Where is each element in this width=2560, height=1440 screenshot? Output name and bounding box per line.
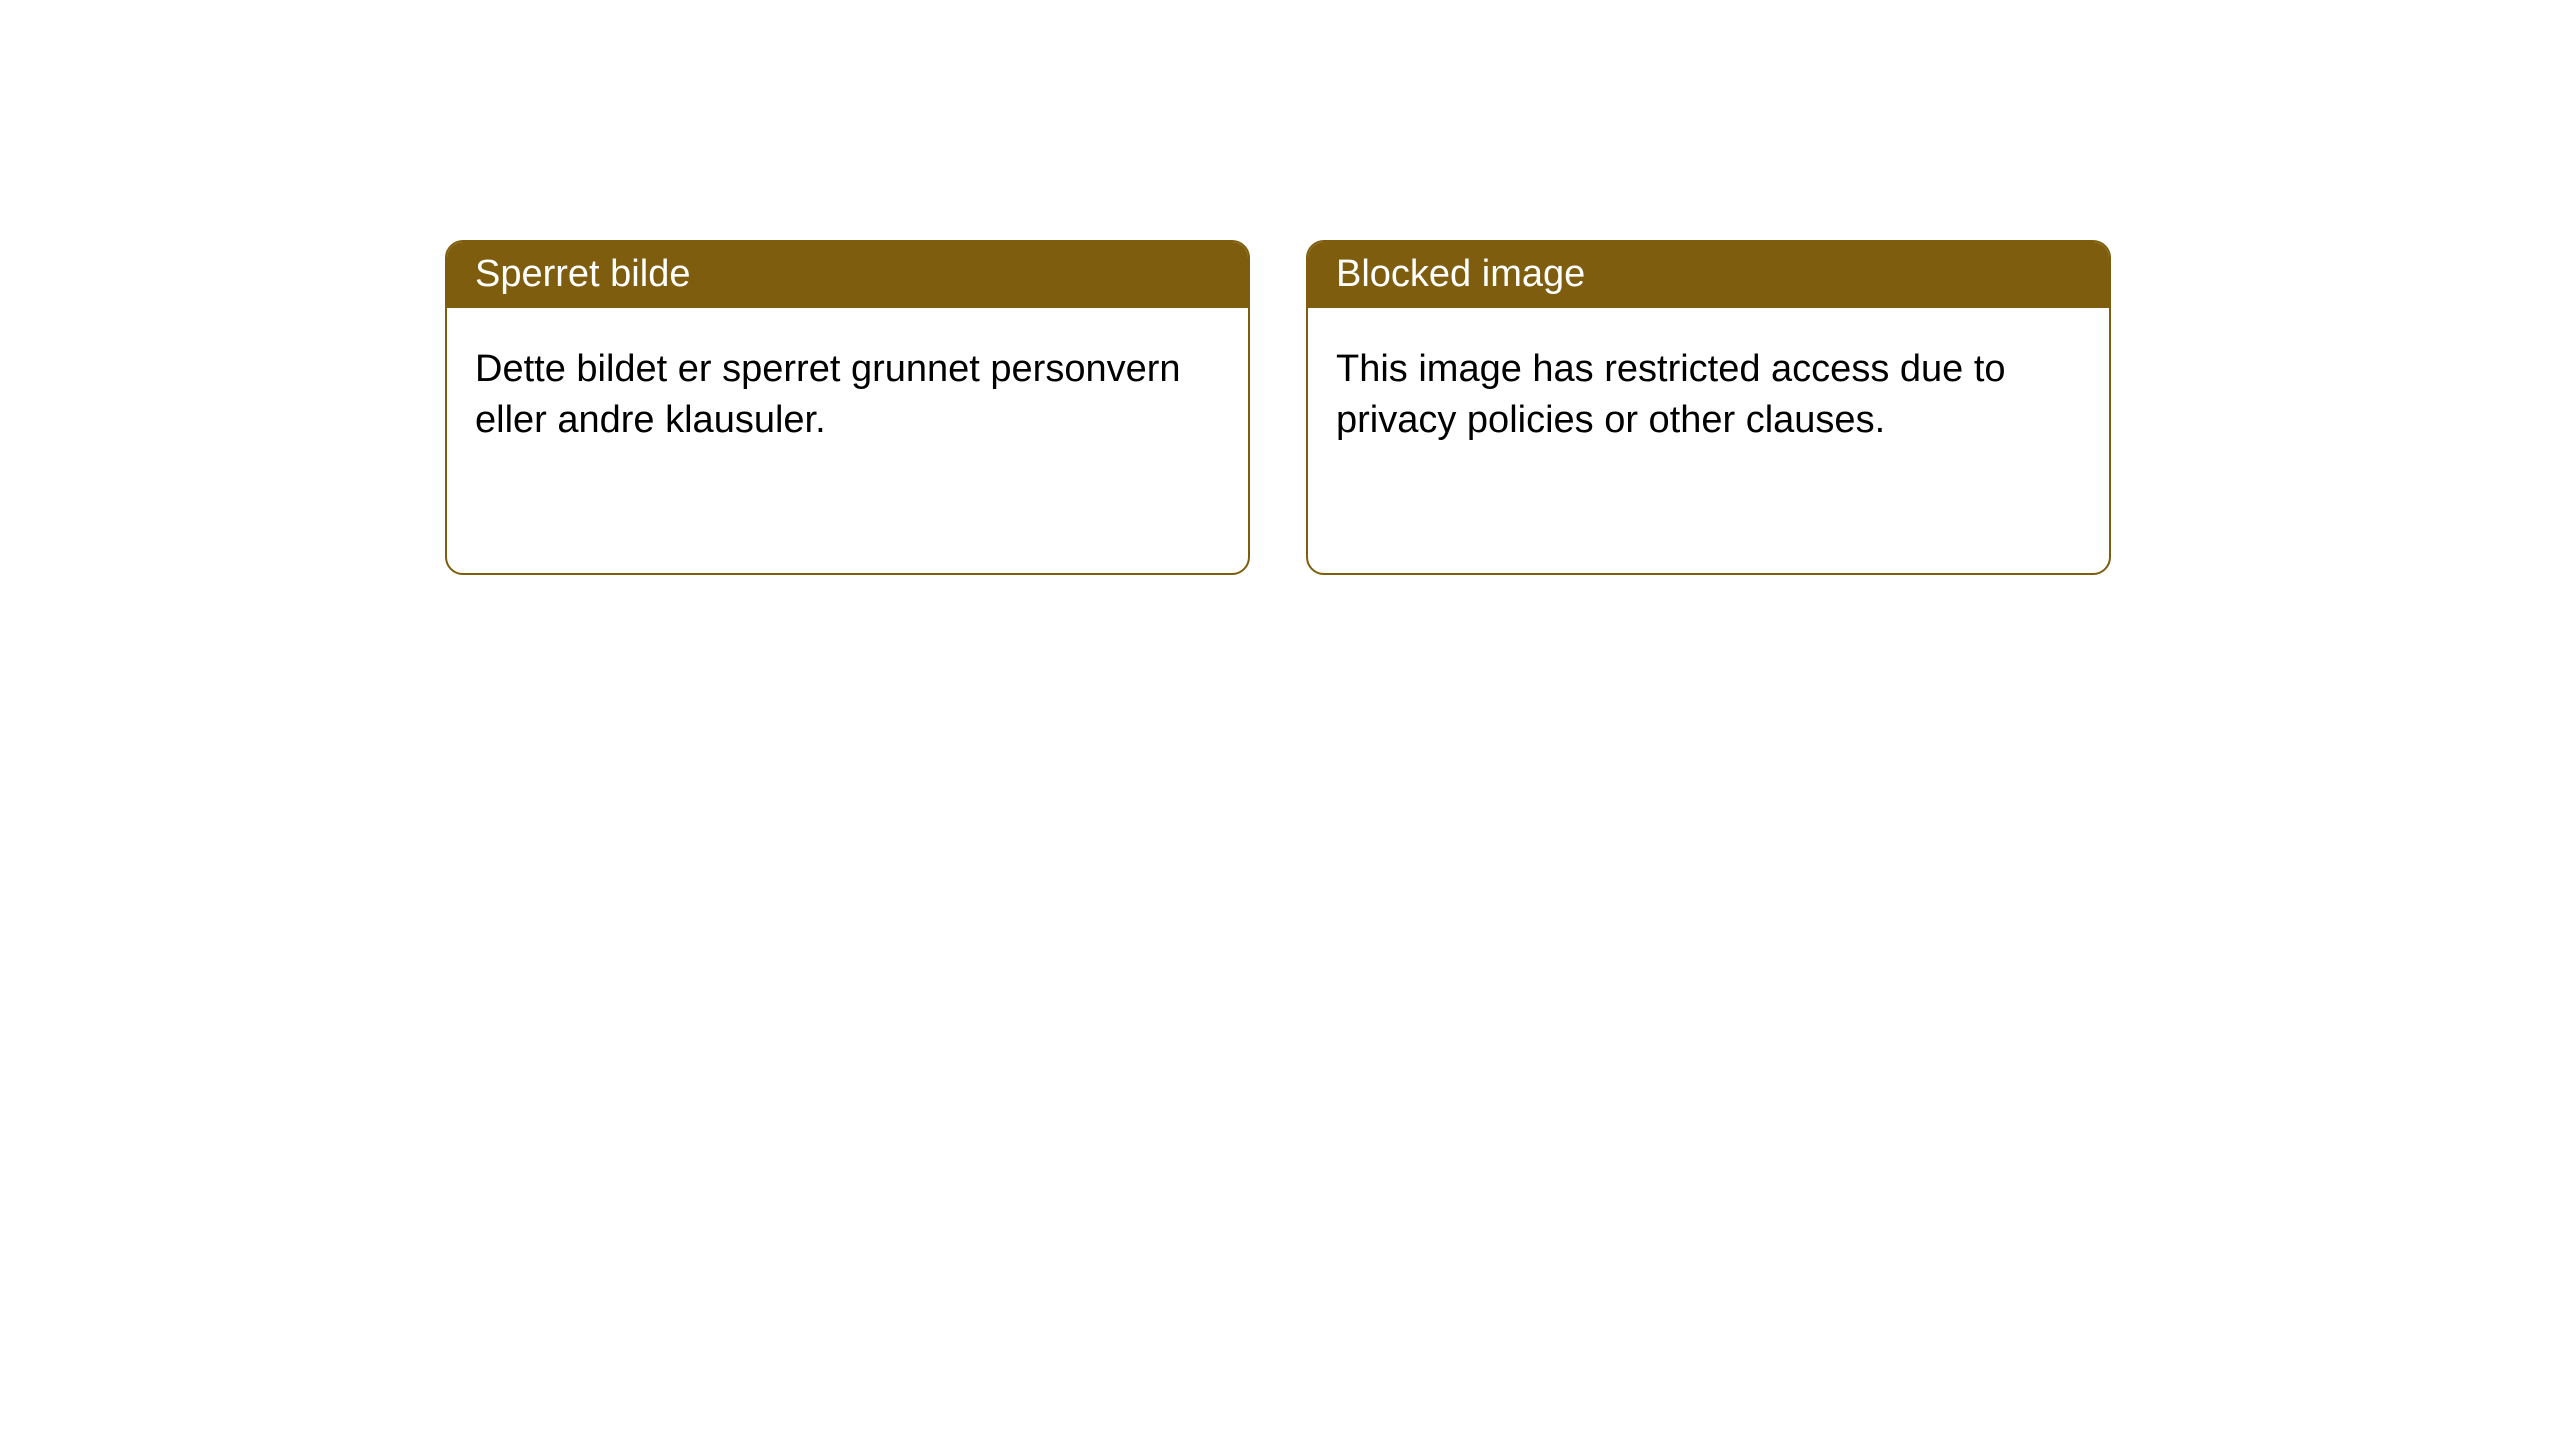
notice-body-norwegian: Dette bildet er sperret grunnet personve… [447, 308, 1248, 483]
notice-title-english: Blocked image [1336, 253, 1585, 295]
notice-body-english: This image has restricted access due to … [1308, 308, 2109, 483]
notice-container: Sperret bilde Dette bildet er sperret gr… [0, 0, 2560, 575]
notice-text-norwegian: Dette bildet er sperret grunnet personve… [475, 348, 1181, 441]
notice-text-english: This image has restricted access due to … [1336, 348, 2006, 441]
notice-box-norwegian: Sperret bilde Dette bildet er sperret gr… [445, 240, 1250, 575]
notice-box-english: Blocked image This image has restricted … [1306, 240, 2111, 575]
notice-header-english: Blocked image [1308, 242, 2109, 308]
notice-header-norwegian: Sperret bilde [447, 242, 1248, 308]
notice-title-norwegian: Sperret bilde [475, 253, 690, 295]
